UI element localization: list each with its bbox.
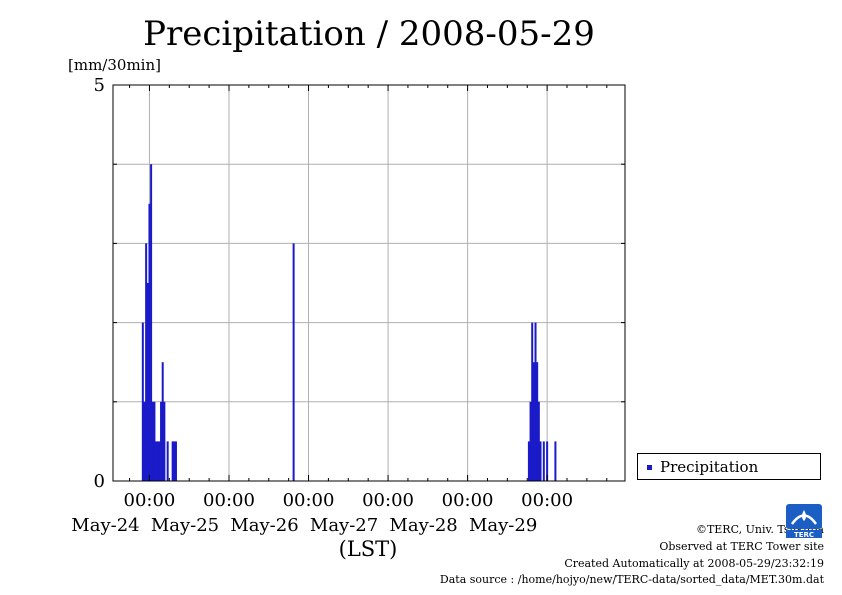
plot-frame bbox=[112, 84, 626, 482]
footer-source: Data source : /home/hojyo/new/TERC-data/… bbox=[439, 573, 824, 586]
x-tick-label-time: 00:00 bbox=[203, 490, 255, 511]
x-tick-label-time: 00:00 bbox=[521, 490, 573, 511]
bar bbox=[532, 362, 535, 481]
bar bbox=[150, 164, 153, 481]
bar bbox=[143, 401, 146, 481]
bar bbox=[536, 362, 539, 481]
grid-lines bbox=[113, 85, 625, 481]
x-tick-label-date: May-29 bbox=[469, 515, 537, 536]
bar bbox=[156, 441, 159, 481]
bar bbox=[151, 401, 154, 481]
bar bbox=[141, 322, 144, 481]
x-tick-label-time: 00:00 bbox=[124, 490, 176, 511]
chart-title: Precipitation / 2008-05-29 bbox=[143, 14, 595, 54]
bar bbox=[158, 441, 161, 481]
x-tick-label-date: May-25 bbox=[151, 515, 219, 536]
axis-ticks bbox=[113, 85, 625, 481]
bar bbox=[148, 203, 151, 482]
bar bbox=[155, 441, 158, 481]
bar bbox=[546, 441, 549, 481]
legend-swatch bbox=[647, 465, 652, 470]
x-tick-label-date: May-24 bbox=[71, 515, 139, 536]
bar bbox=[534, 322, 537, 481]
x-tick-label-time: 00:00 bbox=[362, 490, 414, 511]
bar bbox=[166, 441, 169, 481]
bar bbox=[537, 401, 540, 481]
bar bbox=[153, 401, 156, 481]
bar bbox=[171, 441, 174, 481]
x-tick-label-date: May-28 bbox=[389, 515, 457, 536]
x-tick-label-date: May-27 bbox=[310, 515, 378, 536]
bar bbox=[173, 441, 176, 481]
bar bbox=[163, 401, 166, 481]
x-tick-label-date: May-26 bbox=[230, 515, 298, 536]
bar bbox=[529, 401, 532, 481]
legend-label: Precipitation bbox=[660, 458, 759, 476]
terc-logo-icon: TERC bbox=[786, 504, 822, 539]
bar bbox=[542, 441, 545, 481]
bar bbox=[292, 243, 295, 481]
x-tick-label-time: 00:00 bbox=[442, 490, 494, 511]
footer-observed: Observed at TERC Tower site bbox=[659, 540, 824, 553]
bar bbox=[146, 283, 149, 481]
svg-text:TERC: TERC bbox=[794, 531, 814, 539]
bar bbox=[161, 362, 164, 481]
y-tick-label: 0 bbox=[94, 471, 105, 492]
y-axis-label: [mm/30min] bbox=[68, 56, 161, 74]
bar bbox=[527, 441, 530, 481]
bar bbox=[160, 401, 163, 481]
legend: Precipitation bbox=[637, 453, 821, 480]
bar bbox=[539, 441, 542, 481]
tick-labels: 0 5 00:00 May-24 00:00 May-25 00:00 May-26 00:00… bbox=[71, 75, 573, 561]
bar bbox=[554, 441, 557, 481]
bar bbox=[174, 441, 177, 481]
bar bbox=[531, 322, 534, 481]
footer-copyright: ©TERC, Univ. Tsukuba bbox=[695, 523, 824, 536]
x-tick-label-time: 00:00 bbox=[283, 490, 335, 511]
bar-series bbox=[141, 164, 557, 482]
y-tick-label: 5 bbox=[94, 75, 105, 96]
bar bbox=[145, 243, 148, 481]
x-axis-label: (LST) bbox=[339, 537, 398, 561]
footer-created: Created Automatically at 2008-05-29/23:3… bbox=[564, 557, 824, 570]
